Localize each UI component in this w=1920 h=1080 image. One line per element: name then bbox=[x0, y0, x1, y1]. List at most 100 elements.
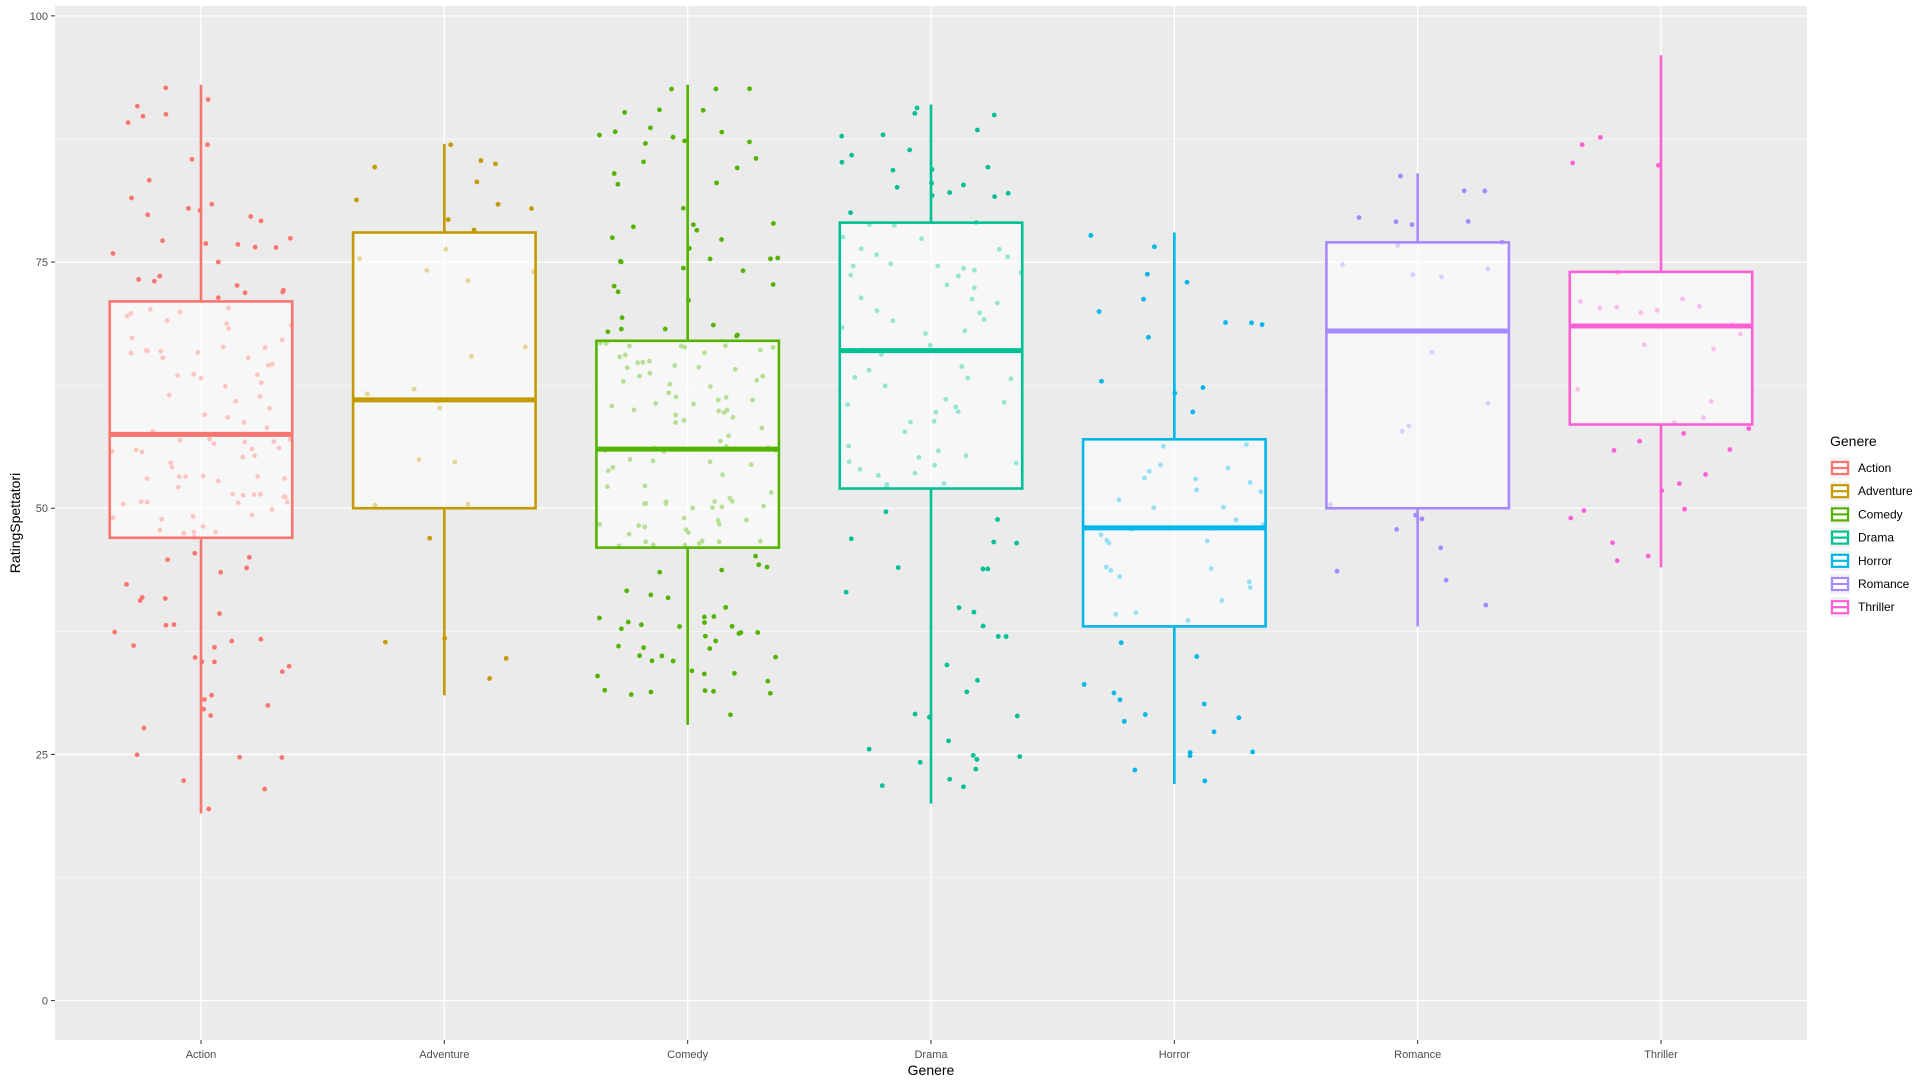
data-point-adventure bbox=[495, 201, 501, 207]
data-point-comedy bbox=[736, 631, 742, 636]
data-point-drama bbox=[947, 776, 953, 782]
legend-label-romance: Romance bbox=[1858, 577, 1910, 591]
y-tick-label: 75 bbox=[36, 257, 48, 269]
data-point-comedy bbox=[707, 256, 713, 262]
data-point-action bbox=[234, 283, 240, 288]
data-point-horror bbox=[1200, 385, 1206, 390]
x-axis: Action Adventure Comedy Drama Horror Romance T… bbox=[186, 1040, 1678, 1061]
data-point-comedy bbox=[702, 633, 708, 639]
data-point-action bbox=[202, 697, 207, 702]
data-point-adventure bbox=[427, 535, 433, 541]
data-point-action bbox=[160, 238, 165, 244]
data-point-comedy bbox=[625, 619, 631, 625]
data-point-comedy bbox=[615, 181, 621, 187]
data-point-comedy bbox=[659, 653, 665, 659]
data-point-comedy bbox=[713, 86, 719, 92]
data-point-adventure bbox=[529, 206, 534, 211]
data-point-comedy bbox=[628, 692, 634, 697]
data-point-drama bbox=[1017, 754, 1023, 759]
data-point-thriller bbox=[1581, 508, 1587, 513]
data-point-drama bbox=[974, 757, 980, 762]
box-iqr bbox=[108, 300, 294, 540]
data-point-action bbox=[205, 142, 210, 148]
box-iqr bbox=[1325, 241, 1511, 510]
data-point-comedy bbox=[713, 638, 719, 644]
data-point-drama bbox=[895, 565, 901, 570]
box-comedy bbox=[595, 84, 781, 725]
data-point-action bbox=[141, 725, 147, 731]
data-point-comedy bbox=[611, 171, 617, 176]
data-point-action bbox=[140, 113, 146, 119]
data-point-comedy bbox=[753, 156, 759, 161]
data-point-horror bbox=[1088, 233, 1094, 238]
data-point-drama bbox=[839, 159, 845, 165]
data-point-comedy bbox=[624, 588, 630, 594]
data-point-action bbox=[206, 806, 212, 812]
legend-key-romance bbox=[1830, 574, 1850, 594]
data-point-horror bbox=[1194, 654, 1200, 659]
boxplot-boxes bbox=[108, 55, 1754, 814]
data-point-comedy bbox=[710, 322, 716, 328]
box-iqr bbox=[838, 221, 1024, 490]
data-point-drama bbox=[894, 184, 900, 190]
data-point-drama bbox=[839, 133, 845, 139]
data-point-drama bbox=[848, 210, 853, 216]
data-point-drama bbox=[946, 738, 951, 744]
x-tick-label: Horror bbox=[1159, 1049, 1191, 1061]
data-point-comedy bbox=[648, 689, 654, 695]
data-point-action bbox=[131, 643, 136, 649]
legend-key-horror bbox=[1830, 550, 1850, 571]
data-point-action bbox=[246, 554, 252, 560]
y-tick-label: 100 bbox=[30, 11, 48, 23]
box-adventure bbox=[351, 143, 537, 696]
data-point-comedy bbox=[755, 630, 761, 635]
data-point-action bbox=[139, 595, 145, 600]
data-point-drama bbox=[991, 539, 997, 545]
data-point-thriller bbox=[1568, 515, 1574, 521]
data-point-drama bbox=[912, 110, 918, 116]
data-point-action bbox=[163, 85, 169, 91]
data-point-action bbox=[217, 611, 222, 617]
data-point-comedy bbox=[648, 125, 653, 131]
legend-label-horror: Horror bbox=[1858, 554, 1892, 568]
data-point-horror bbox=[1099, 378, 1104, 384]
data-point-action bbox=[273, 245, 279, 250]
data-point-drama bbox=[1005, 190, 1011, 196]
data-point-comedy bbox=[665, 595, 671, 601]
data-point-adventure bbox=[372, 164, 378, 170]
data-point-action bbox=[124, 581, 129, 587]
data-point-romance bbox=[1334, 568, 1340, 574]
data-point-comedy bbox=[770, 282, 776, 287]
x-tick-label: Comedy bbox=[667, 1049, 708, 1061]
box-iqr bbox=[351, 231, 537, 510]
data-point-comedy bbox=[740, 268, 746, 274]
data-point-comedy bbox=[596, 615, 602, 621]
data-point-adventure bbox=[354, 197, 359, 203]
data-point-romance bbox=[1393, 219, 1399, 225]
data-point-comedy bbox=[682, 138, 687, 144]
legend-key-drama bbox=[1830, 527, 1850, 548]
data-point-comedy bbox=[711, 688, 716, 694]
data-point-horror bbox=[1190, 409, 1196, 415]
data-point-action bbox=[136, 276, 142, 282]
data-point-action bbox=[262, 786, 268, 792]
data-point-adventure bbox=[474, 179, 480, 185]
data-point-drama bbox=[947, 190, 953, 196]
data-point-drama bbox=[973, 766, 979, 772]
data-point-romance bbox=[1409, 222, 1415, 228]
data-point-comedy bbox=[641, 645, 647, 651]
data-point-comedy bbox=[677, 624, 682, 629]
data-point-romance bbox=[1394, 527, 1400, 532]
data-point-thriller bbox=[1746, 426, 1752, 431]
data-point-comedy bbox=[701, 671, 707, 677]
data-point-action bbox=[215, 295, 221, 301]
data-point-adventure bbox=[493, 161, 498, 167]
data-point-comedy bbox=[714, 180, 719, 186]
data-point-drama bbox=[975, 677, 980, 683]
y-tick-label: 50 bbox=[36, 503, 48, 515]
data-point-thriller bbox=[1727, 447, 1733, 452]
legend: Genere Action Adventure Comedy Drama Horror R… bbox=[1830, 433, 1913, 618]
data-point-comedy bbox=[602, 687, 608, 693]
data-point-action bbox=[281, 287, 286, 293]
data-point-romance bbox=[1438, 545, 1444, 551]
